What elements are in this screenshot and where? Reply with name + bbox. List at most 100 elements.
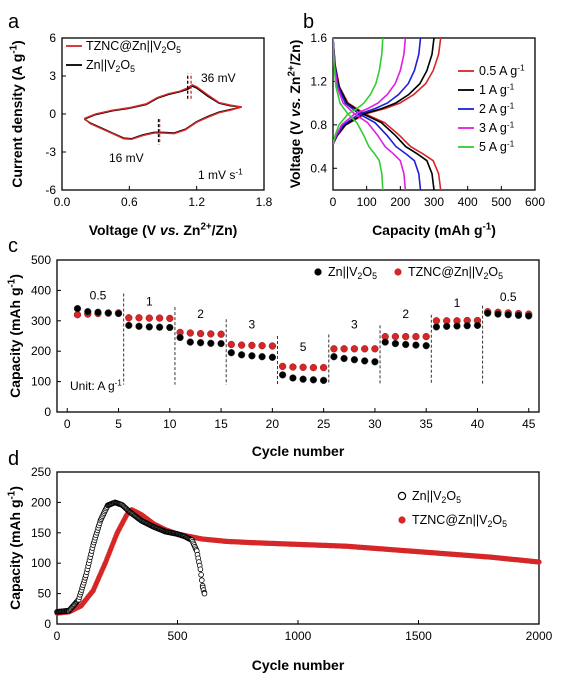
- y-axis-label-a: Current density (A g-1): [9, 40, 25, 187]
- y-tick-label: -3: [45, 145, 56, 159]
- data-point: [155, 323, 164, 331]
- legend-entry-part: -1: [507, 119, 515, 129]
- data-point: [73, 304, 82, 313]
- legend-entry-part: O: [166, 39, 176, 53]
- legend-entry-part: 2: [161, 45, 166, 55]
- data-point: [443, 322, 451, 330]
- legend-swatch: [398, 516, 406, 524]
- data-point: [196, 329, 205, 338]
- panel-label-a: a: [8, 11, 20, 33]
- legend-entry-part: 2: [441, 495, 446, 505]
- legend-entry: Zn||V2O5: [328, 265, 377, 281]
- x-tick-label: 1000: [285, 629, 312, 643]
- y-tick-label: 50: [38, 587, 52, 601]
- x-tick-label: 0: [64, 417, 71, 431]
- y-axis-label-b-part: vs.: [287, 98, 303, 117]
- y-axis-label-b-part: /Zn): [287, 40, 303, 66]
- legend-entry-part: TZNC@Zn||V: [86, 39, 162, 53]
- legend-entry-part: 2: [115, 64, 120, 74]
- rate-label: 2: [402, 307, 409, 321]
- legend-entry-part: 2 A g: [479, 102, 507, 116]
- legend-entry: Zn||V2O5: [86, 58, 135, 74]
- data-point: [125, 321, 133, 330]
- legend-entry: 2 A g-1: [479, 100, 515, 116]
- x-tick-label: 1.2: [188, 195, 205, 209]
- legend-entry-part: O: [120, 58, 130, 72]
- x-tick-label: 500: [491, 195, 511, 209]
- data-point: [381, 338, 389, 346]
- x-axis-label-b: Capacity (mAh g-1): [372, 222, 496, 238]
- legend-entry-part: TZNC@Zn||V: [408, 265, 484, 279]
- rate-label: 3: [351, 317, 358, 331]
- y-axis-label-a-part: ): [9, 40, 25, 45]
- y-axis-label-b-part: Zn: [287, 77, 303, 98]
- data-point: [422, 332, 430, 341]
- data-point: [361, 345, 369, 353]
- data-point: [258, 342, 266, 350]
- data-point: [319, 376, 328, 385]
- rate-label: 3: [249, 317, 256, 331]
- legend-entry-part: O: [362, 265, 372, 279]
- x-axis-label-a-part: Voltage (V: [89, 222, 160, 238]
- rate-label: 5: [300, 340, 307, 354]
- x-axis-label-a-part: vs.: [160, 222, 179, 238]
- rate-label: 1: [146, 295, 153, 309]
- x-axis-label-b-part: ): [491, 222, 496, 238]
- legend-entry: Zn||V2O5: [412, 489, 461, 505]
- data-point: [248, 352, 256, 360]
- y-tick-label: 1.2: [310, 74, 327, 88]
- data-point: [371, 345, 379, 353]
- gcd-curve: [333, 38, 435, 145]
- y-axis-label-b: Voltage (V vs. Zn2+/Zn): [287, 40, 303, 189]
- legend-entry-part: 2: [487, 519, 492, 529]
- x-tick-label: 0.0: [54, 195, 71, 209]
- x-tick-label: 600: [525, 195, 545, 209]
- y-axis-label-c: Capacity (mAh g-1): [7, 274, 23, 398]
- data-point: [309, 363, 318, 372]
- y-tick-label: 1.6: [310, 31, 327, 45]
- x-tick-label: 25: [317, 417, 331, 431]
- panel-label-b: b: [303, 11, 314, 33]
- gcd-curve: [333, 38, 407, 190]
- data-point: [94, 308, 102, 316]
- data-point: [484, 309, 492, 317]
- y-axis-label-a-part: Current density (A g: [9, 54, 25, 188]
- x-tick-label: 35: [420, 417, 434, 431]
- data-point: [278, 371, 287, 379]
- data-point: [514, 311, 523, 319]
- legend-entry: TZNC@Zn||V2O5: [408, 265, 503, 281]
- gcd-curve: [333, 38, 384, 145]
- data-point: [402, 332, 410, 341]
- x-axis-label-a-part: 2+: [200, 222, 211, 233]
- y-tick-label: 3: [49, 69, 56, 83]
- data-point: [145, 314, 153, 322]
- x-tick-label: 400: [458, 195, 478, 209]
- annotation-scan-rate-part: 1 mV s: [198, 168, 235, 182]
- data-point: [494, 310, 502, 318]
- legend-entry-part: 5: [372, 271, 377, 281]
- legend-swatch: [397, 491, 407, 501]
- y-axis-label-c-part: -1: [7, 278, 18, 287]
- data-point: [125, 314, 133, 322]
- x-axis-label-d: Cycle number: [252, 657, 345, 673]
- cv-curve: [83, 84, 242, 141]
- data-point: [278, 362, 287, 371]
- data-point: [145, 323, 153, 331]
- data-point: [536, 559, 542, 565]
- y-axis-label-a-part: -1: [9, 44, 20, 53]
- legend-entry-part: 5: [456, 495, 461, 505]
- legend-entry: TZNC@Zn||V2O5: [412, 513, 507, 529]
- data-point: [361, 357, 369, 365]
- x-tick-label: 5: [115, 417, 122, 431]
- data-point: [217, 339, 225, 348]
- data-point: [166, 314, 174, 323]
- data-point: [207, 330, 215, 338]
- data-point: [135, 314, 143, 322]
- legend-entry-part: 5: [498, 271, 503, 281]
- x-tick-label: 10: [163, 417, 177, 431]
- data-point: [104, 309, 112, 317]
- x-tick-label: 0: [54, 629, 61, 643]
- data-point: [201, 590, 208, 597]
- x-axis-label-b-part: -1: [483, 222, 492, 233]
- legend-entry-part: O: [492, 513, 502, 527]
